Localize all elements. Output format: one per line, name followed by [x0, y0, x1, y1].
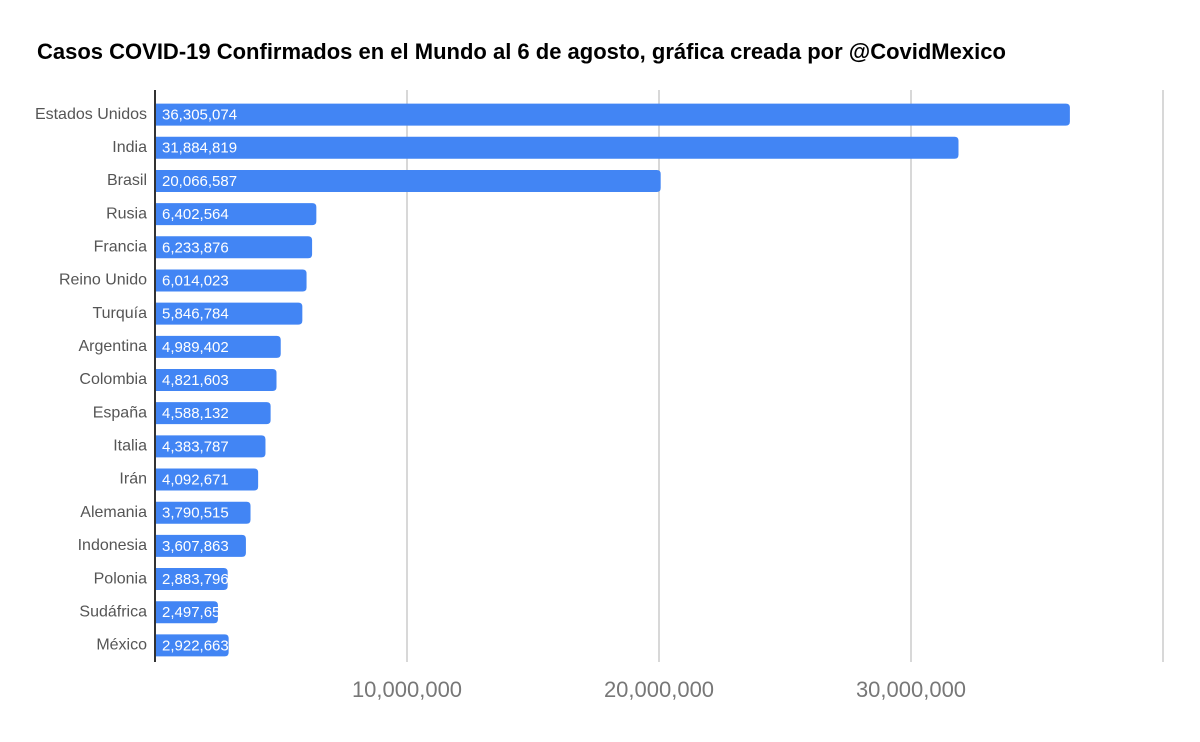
bar: [155, 369, 277, 391]
bar: [155, 501, 251, 524]
x-tick-label: 10,000,000: [352, 677, 462, 702]
bar: [155, 136, 959, 159]
value-label: 4,588,132: [162, 405, 229, 422]
value-label: 4,383,787: [162, 438, 229, 455]
x-tick-label: 30,000,000: [856, 677, 966, 702]
value-label: 5,846,784: [162, 306, 229, 323]
y-tick-label: Reino Unido: [59, 272, 147, 289]
y-tick-label: Colombia: [79, 371, 147, 388]
bar: [155, 302, 303, 325]
value-label: 4,821,603: [162, 372, 229, 389]
y-tick-label: Brasil: [107, 172, 147, 189]
bar: [155, 269, 307, 292]
y-tick-label: España: [93, 404, 147, 421]
bar: [155, 335, 281, 358]
y-tick-label: Italia: [113, 438, 147, 455]
bar: [155, 402, 271, 425]
bar: [155, 435, 266, 458]
value-label: 3,790,515: [162, 505, 229, 522]
value-label: 20,066,587: [162, 173, 237, 190]
value-label: 31,884,819: [162, 140, 237, 157]
bar: [155, 634, 229, 657]
y-tick-label: Argentina: [79, 338, 148, 355]
bar: [155, 203, 317, 226]
y-tick-label: Estados Unidos: [35, 106, 147, 123]
value-label: 4,989,402: [162, 339, 229, 356]
y-tick-label: México: [96, 637, 147, 654]
value-label: 3,607,863: [162, 538, 229, 555]
y-tick-label: Turquía: [92, 305, 147, 322]
y-tick-label: Francia: [94, 239, 147, 256]
y-tick-label: Rusia: [106, 205, 147, 222]
y-tick-label: India: [112, 139, 147, 156]
bar: [155, 601, 218, 624]
y-tick-label: Alemania: [80, 504, 147, 521]
bar: [155, 103, 1070, 126]
bar: [155, 568, 228, 591]
value-label: 6,233,876: [162, 239, 229, 256]
y-tick-label: Sudáfrica: [79, 603, 147, 620]
value-label: 2,922,663: [162, 637, 229, 654]
chart-title: Casos COVID-19 Confirmados en el Mundo a…: [37, 39, 1006, 64]
bar: [155, 534, 246, 557]
bar: [155, 169, 661, 192]
value-label: 6,402,564: [162, 206, 229, 223]
y-tick-label: Irán: [119, 471, 147, 488]
value-label: 36,305,074: [162, 107, 237, 124]
value-label: 2,497,655: [162, 604, 229, 621]
y-tick-label: Polonia: [94, 570, 147, 587]
x-tick-label: 20,000,000: [604, 677, 714, 702]
y-tick-label: Indonesia: [78, 537, 147, 554]
bar: [155, 236, 313, 259]
bar: [155, 468, 259, 491]
value-label: 2,883,796: [162, 571, 229, 588]
value-label: 6,014,023: [162, 272, 229, 289]
value-label: 4,092,671: [162, 471, 229, 488]
